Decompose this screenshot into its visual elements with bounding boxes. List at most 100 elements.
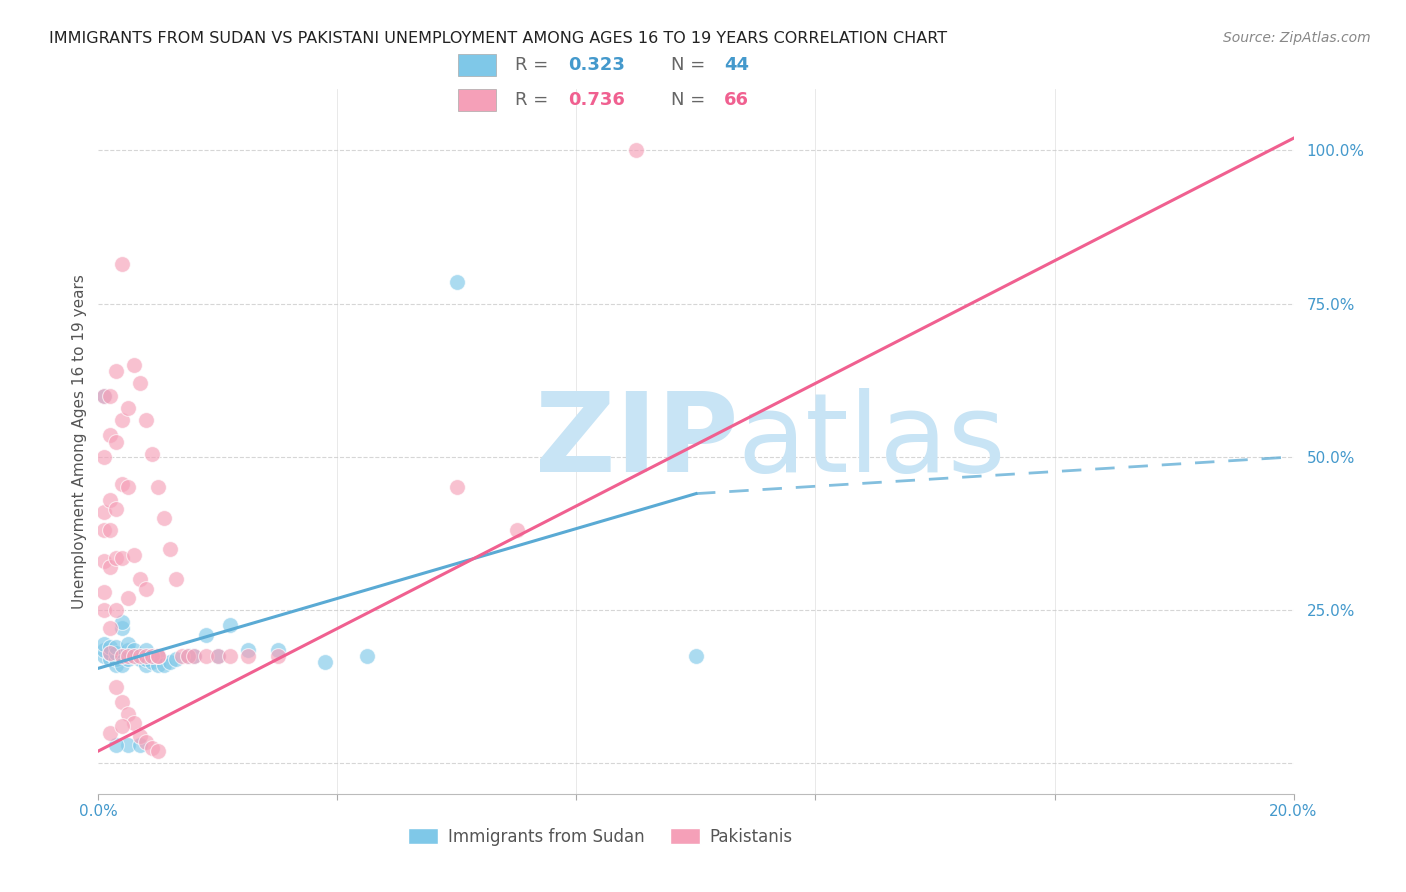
Point [141,655,163,669]
Text: 66: 66 [724,91,749,109]
Text: R =: R = [515,91,554,109]
Point [111,658,134,673]
Point [111,695,134,709]
Point [129,573,152,587]
Point [135,652,157,666]
Text: N =: N = [671,91,710,109]
Point [93,637,115,651]
Point [105,603,128,617]
Point [172,648,194,663]
Point [446,481,468,495]
Point [117,643,139,657]
Text: N =: N = [671,56,710,74]
Text: ZIP: ZIP [534,388,738,495]
Point [129,738,152,752]
Point [105,434,128,449]
Point [98,646,122,660]
Point [219,648,242,663]
Point [98,725,122,739]
Point [153,658,176,673]
Point [93,603,115,617]
Point [267,648,290,663]
Point [153,511,176,525]
Text: atlas: atlas [738,388,1007,495]
Point [148,648,170,663]
Point [207,648,229,663]
Point [111,257,134,271]
Point [93,643,115,657]
Point [165,573,187,587]
Point [111,615,134,630]
Point [105,680,128,694]
Point [111,622,134,636]
Point [148,648,170,663]
Point [685,648,707,663]
Point [93,648,115,663]
Point [124,648,146,663]
FancyBboxPatch shape [458,88,496,112]
Point [93,450,115,464]
Point [148,658,170,673]
Point [159,655,181,669]
Point [98,428,122,442]
Legend: Immigrants from Sudan, Pakistanis: Immigrants from Sudan, Pakistanis [401,822,800,853]
Point [207,648,229,663]
Text: 0.736: 0.736 [568,91,626,109]
Point [135,658,157,673]
Point [105,551,128,566]
Point [117,401,139,415]
Point [93,388,115,402]
Point [117,648,139,663]
Point [183,648,205,663]
Point [141,447,163,461]
Point [124,548,146,562]
Point [98,622,122,636]
FancyBboxPatch shape [458,54,496,77]
Text: R =: R = [515,56,554,74]
Text: IMMIGRANTS FROM SUDAN VS PAKISTANI UNEMPLOYMENT AMONG AGES 16 TO 19 YEARS CORREL: IMMIGRANTS FROM SUDAN VS PAKISTANI UNEMP… [49,31,948,46]
Point [135,735,157,749]
Point [148,481,170,495]
Point [148,744,170,758]
Point [219,618,242,632]
Point [129,729,152,743]
Point [111,413,134,427]
Point [124,358,146,372]
Point [236,643,259,657]
Point [129,376,152,391]
Point [141,740,163,755]
Point [93,584,115,599]
Y-axis label: Unemployment Among Ages 16 to 19 years: Unemployment Among Ages 16 to 19 years [72,274,87,609]
Point [98,524,122,538]
Point [135,582,157,596]
Point [165,652,187,666]
Point [135,648,157,663]
Point [129,648,152,663]
Point [93,388,115,402]
Point [98,646,122,660]
Point [177,648,200,663]
Point [117,738,139,752]
Point [117,707,139,722]
Point [124,716,146,731]
Point [105,658,128,673]
Point [236,648,259,663]
Point [183,648,205,663]
Point [195,648,218,663]
Point [141,648,163,663]
Point [105,738,128,752]
Point [124,648,146,663]
Point [135,643,157,657]
Point [98,652,122,666]
Point [446,275,468,289]
Point [98,640,122,654]
Point [124,643,146,657]
Point [105,502,128,516]
Point [111,648,134,663]
Point [177,648,200,663]
Point [93,554,115,568]
Point [111,551,134,566]
Text: 0.323: 0.323 [568,56,626,74]
Text: Source: ZipAtlas.com: Source: ZipAtlas.com [1223,31,1371,45]
Point [626,144,648,158]
